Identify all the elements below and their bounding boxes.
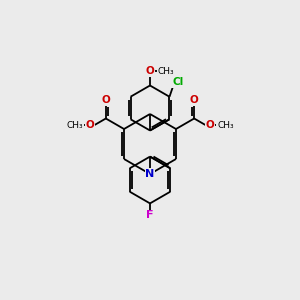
Text: CH₃: CH₃ <box>157 67 174 76</box>
Text: CH₃: CH₃ <box>217 121 234 130</box>
Text: N: N <box>146 169 154 179</box>
Text: O: O <box>101 95 110 105</box>
Text: F: F <box>146 210 154 220</box>
Text: O: O <box>146 66 154 76</box>
Text: O: O <box>86 120 94 130</box>
Text: CH₃: CH₃ <box>66 121 83 130</box>
Text: O: O <box>206 120 214 130</box>
Text: O: O <box>190 95 199 105</box>
Text: Cl: Cl <box>172 77 183 88</box>
